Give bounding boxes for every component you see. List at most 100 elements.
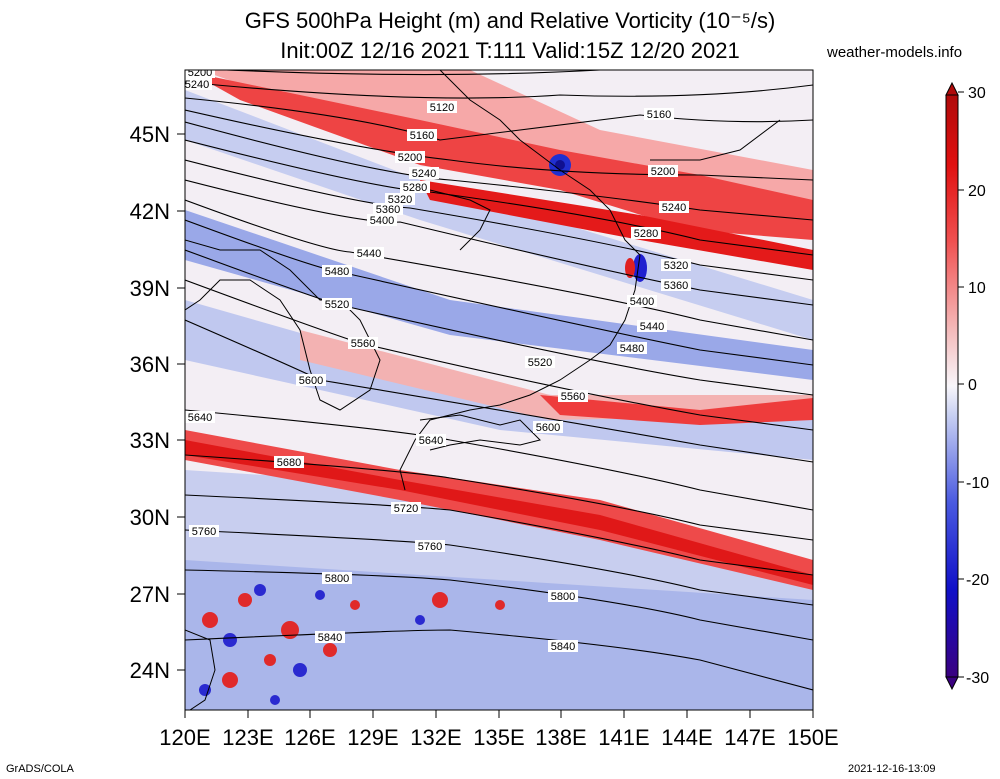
svg-text:5440: 5440: [640, 321, 664, 333]
map-title-line2: Init:00Z 12/16 2021 T:111 Valid:15Z 12/2…: [280, 38, 740, 63]
contour-label: 5120: [427, 101, 457, 114]
svg-text:5360: 5360: [664, 280, 688, 292]
contour-label: 5640: [416, 434, 446, 447]
lon-label: 120E: [159, 725, 210, 750]
contour-label: 5400: [367, 214, 397, 227]
colorbar-label: -30: [966, 670, 989, 687]
lon-label: 150E: [787, 725, 838, 750]
svg-text:5400: 5400: [370, 215, 394, 227]
lat-label: 33N: [130, 428, 170, 453]
svg-text:5520: 5520: [528, 357, 552, 369]
lat-label: 24N: [130, 658, 170, 683]
svg-text:5640: 5640: [188, 412, 212, 424]
svg-text:5600: 5600: [536, 422, 560, 434]
site-label: weather-models.info: [827, 44, 963, 61]
vorticity-field: 5200 5240 5120 5160 5160 5200 5200 5240 …: [185, 67, 813, 710]
svg-text:5120: 5120: [430, 102, 454, 114]
lon-label: 135E: [473, 725, 524, 750]
svg-text:5520: 5520: [325, 299, 349, 311]
contour-label: 5800: [548, 590, 578, 603]
contour-label: 5720: [391, 502, 421, 515]
svg-text:5560: 5560: [561, 391, 585, 403]
colorbar: 30 20 10 0 -10 -20 -30: [945, 81, 989, 691]
colorbar-label: -10: [966, 475, 989, 492]
colorbar-label: 20: [968, 183, 986, 200]
svg-text:5560: 5560: [351, 338, 375, 350]
contour-label: 5440: [637, 320, 667, 333]
contour-label: 5360: [661, 279, 691, 292]
contour-label: 5560: [348, 337, 378, 350]
contour-label: 5680: [274, 456, 304, 469]
contour-label: 5520: [322, 298, 352, 311]
lon-label: 123E: [222, 725, 273, 750]
svg-text:5640: 5640: [419, 435, 443, 447]
colorbar-label: -20: [966, 572, 989, 589]
footer-credit: GrADS/COLA: [6, 763, 74, 775]
svg-text:5480: 5480: [620, 343, 644, 355]
svg-text:5200: 5200: [398, 152, 422, 164]
contour-label: 5280: [400, 181, 430, 194]
svg-text:5440: 5440: [357, 248, 381, 260]
lon-label: 144E: [661, 725, 712, 750]
svg-text:5760: 5760: [192, 526, 216, 538]
contour-label: 5200: [648, 165, 678, 178]
height-contours: [185, 70, 813, 691]
colorbar-label: 10: [968, 280, 986, 297]
contour-label: 5480: [322, 265, 352, 278]
svg-text:5360: 5360: [376, 204, 400, 216]
contour-label: 5520: [525, 356, 555, 369]
lat-label: 30N: [130, 505, 170, 530]
contour-label: 5600: [296, 374, 326, 387]
lon-label: 126E: [284, 725, 335, 750]
contour-label: 5160: [407, 129, 437, 142]
contour-label: 5760: [189, 525, 219, 538]
svg-text:5240: 5240: [412, 168, 436, 180]
svg-text:5240: 5240: [185, 79, 209, 91]
coastlines: [185, 70, 781, 710]
svg-text:5200: 5200: [188, 67, 212, 79]
contour-label: 5200: [185, 67, 215, 79]
lat-label: 36N: [130, 352, 170, 377]
contour-label: 5280: [631, 227, 661, 240]
contour-label: 5320: [661, 259, 691, 272]
svg-text:5800: 5800: [551, 591, 575, 603]
lat-label: 39N: [130, 276, 170, 301]
contour-label: 5840: [548, 640, 578, 653]
lat-label: 42N: [130, 199, 170, 224]
lon-label: 138E: [535, 725, 586, 750]
contour-label: 5240: [409, 167, 439, 180]
colorbar-label: 0: [968, 377, 977, 394]
contour-label: 5480: [617, 342, 647, 355]
lat-label: 45N: [130, 122, 170, 147]
lon-label: 129E: [347, 725, 398, 750]
svg-text:5280: 5280: [634, 228, 658, 240]
longitude-axis: 120E 123E 126E 129E 132E 135E 138E 141E …: [159, 725, 838, 750]
svg-text:5840: 5840: [551, 641, 575, 653]
svg-text:5840: 5840: [318, 632, 342, 644]
svg-text:5400: 5400: [630, 296, 654, 308]
footer-timestamp: 2021-12-16-13:09: [848, 763, 936, 775]
contour-label: 5240: [185, 78, 212, 91]
svg-text:5600: 5600: [299, 375, 323, 387]
contour-label: 5760: [415, 540, 445, 553]
contour-label: 5840: [315, 631, 345, 644]
contour-label: 5240: [659, 201, 689, 214]
svg-text:5240: 5240: [662, 202, 686, 214]
svg-text:5160: 5160: [647, 109, 671, 121]
contour-label: 5640: [185, 411, 215, 424]
svg-text:5280: 5280: [403, 182, 427, 194]
svg-text:5320: 5320: [664, 260, 688, 272]
svg-text:5760: 5760: [418, 541, 442, 553]
lon-label: 132E: [410, 725, 461, 750]
map-title-line1: GFS 500hPa Height (m) and Relative Vorti…: [244, 8, 776, 33]
lon-label: 147E: [724, 725, 775, 750]
svg-text:5160: 5160: [410, 130, 434, 142]
lon-label: 141E: [598, 725, 649, 750]
lat-label: 27N: [130, 582, 170, 607]
svg-text:5720: 5720: [394, 503, 418, 515]
svg-text:5680: 5680: [277, 457, 301, 469]
contour-label: 5440: [354, 247, 384, 260]
contour-label: 5360: [373, 203, 403, 216]
svg-text:5800: 5800: [325, 573, 349, 585]
